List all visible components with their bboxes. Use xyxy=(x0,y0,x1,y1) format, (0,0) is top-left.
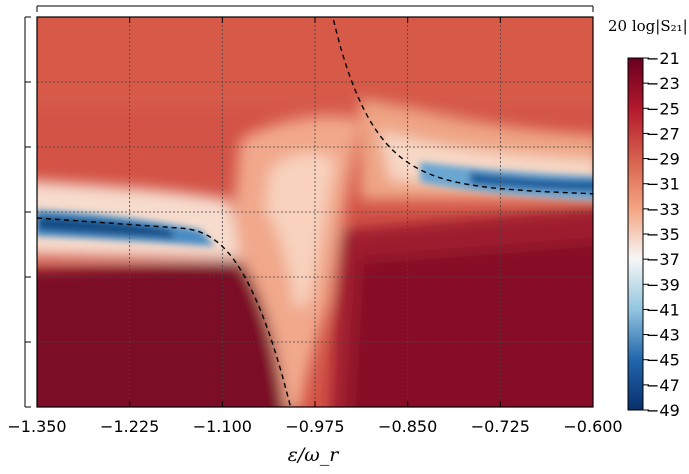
x-tick-label: −1.350 xyxy=(7,417,66,436)
series-line xyxy=(332,19,593,195)
x-axis-tick-labels: −1.350 −1.225 −1.100 −0.975 −0.850 −0.725 −0.6… xyxy=(7,417,622,436)
x-tick-label: −0.850 xyxy=(378,417,437,436)
x-tick-label: −1.225 xyxy=(100,417,159,436)
colorbar-tick-label: −21 xyxy=(646,49,680,68)
series-lines xyxy=(37,19,593,407)
x-tick-label: −1.100 xyxy=(193,417,252,436)
colorbar-tick-label: −49 xyxy=(646,401,680,420)
colorbar-title: 20 log|S₂₁| xyxy=(608,17,688,35)
colorbar-tick-label: −31 xyxy=(646,175,680,194)
colorbar-tick-label: −33 xyxy=(646,200,680,219)
heatmap-field xyxy=(37,17,593,407)
plot-grid xyxy=(37,17,593,407)
x-axis-label: ε/ω_r xyxy=(288,444,341,466)
x-tick-label: −0.725 xyxy=(471,417,530,436)
series-line xyxy=(37,217,292,407)
colorbar-tick-label: −43 xyxy=(646,326,680,345)
colorbar-tick-label: −27 xyxy=(646,124,680,143)
heatmap-bands xyxy=(37,162,593,246)
colorbar-tick-label: −45 xyxy=(646,351,680,370)
colorbar-tick-label: −35 xyxy=(646,225,680,244)
colorbar-tick-label: −37 xyxy=(646,250,680,269)
x-tick-label: −0.975 xyxy=(285,417,344,436)
colorbar-tick-label: −23 xyxy=(646,74,680,93)
colorbar-ticks: −21 −23 −25 −27 −29 −31 −33 −35 −37 −39 −41 −43 −45 −… xyxy=(643,49,680,420)
colorbar xyxy=(627,57,644,411)
axis-ticks xyxy=(24,5,594,408)
colorbar-tick-label: −47 xyxy=(646,376,680,395)
colorbar-tick-label: −29 xyxy=(646,150,680,169)
heatmap-blobs xyxy=(37,17,593,407)
colorbar-tick-label: −39 xyxy=(646,275,680,294)
x-tick-label: −0.600 xyxy=(563,417,622,436)
colorbar-tick-label: −41 xyxy=(646,300,680,319)
colorbar-tick-label: −25 xyxy=(646,99,680,118)
